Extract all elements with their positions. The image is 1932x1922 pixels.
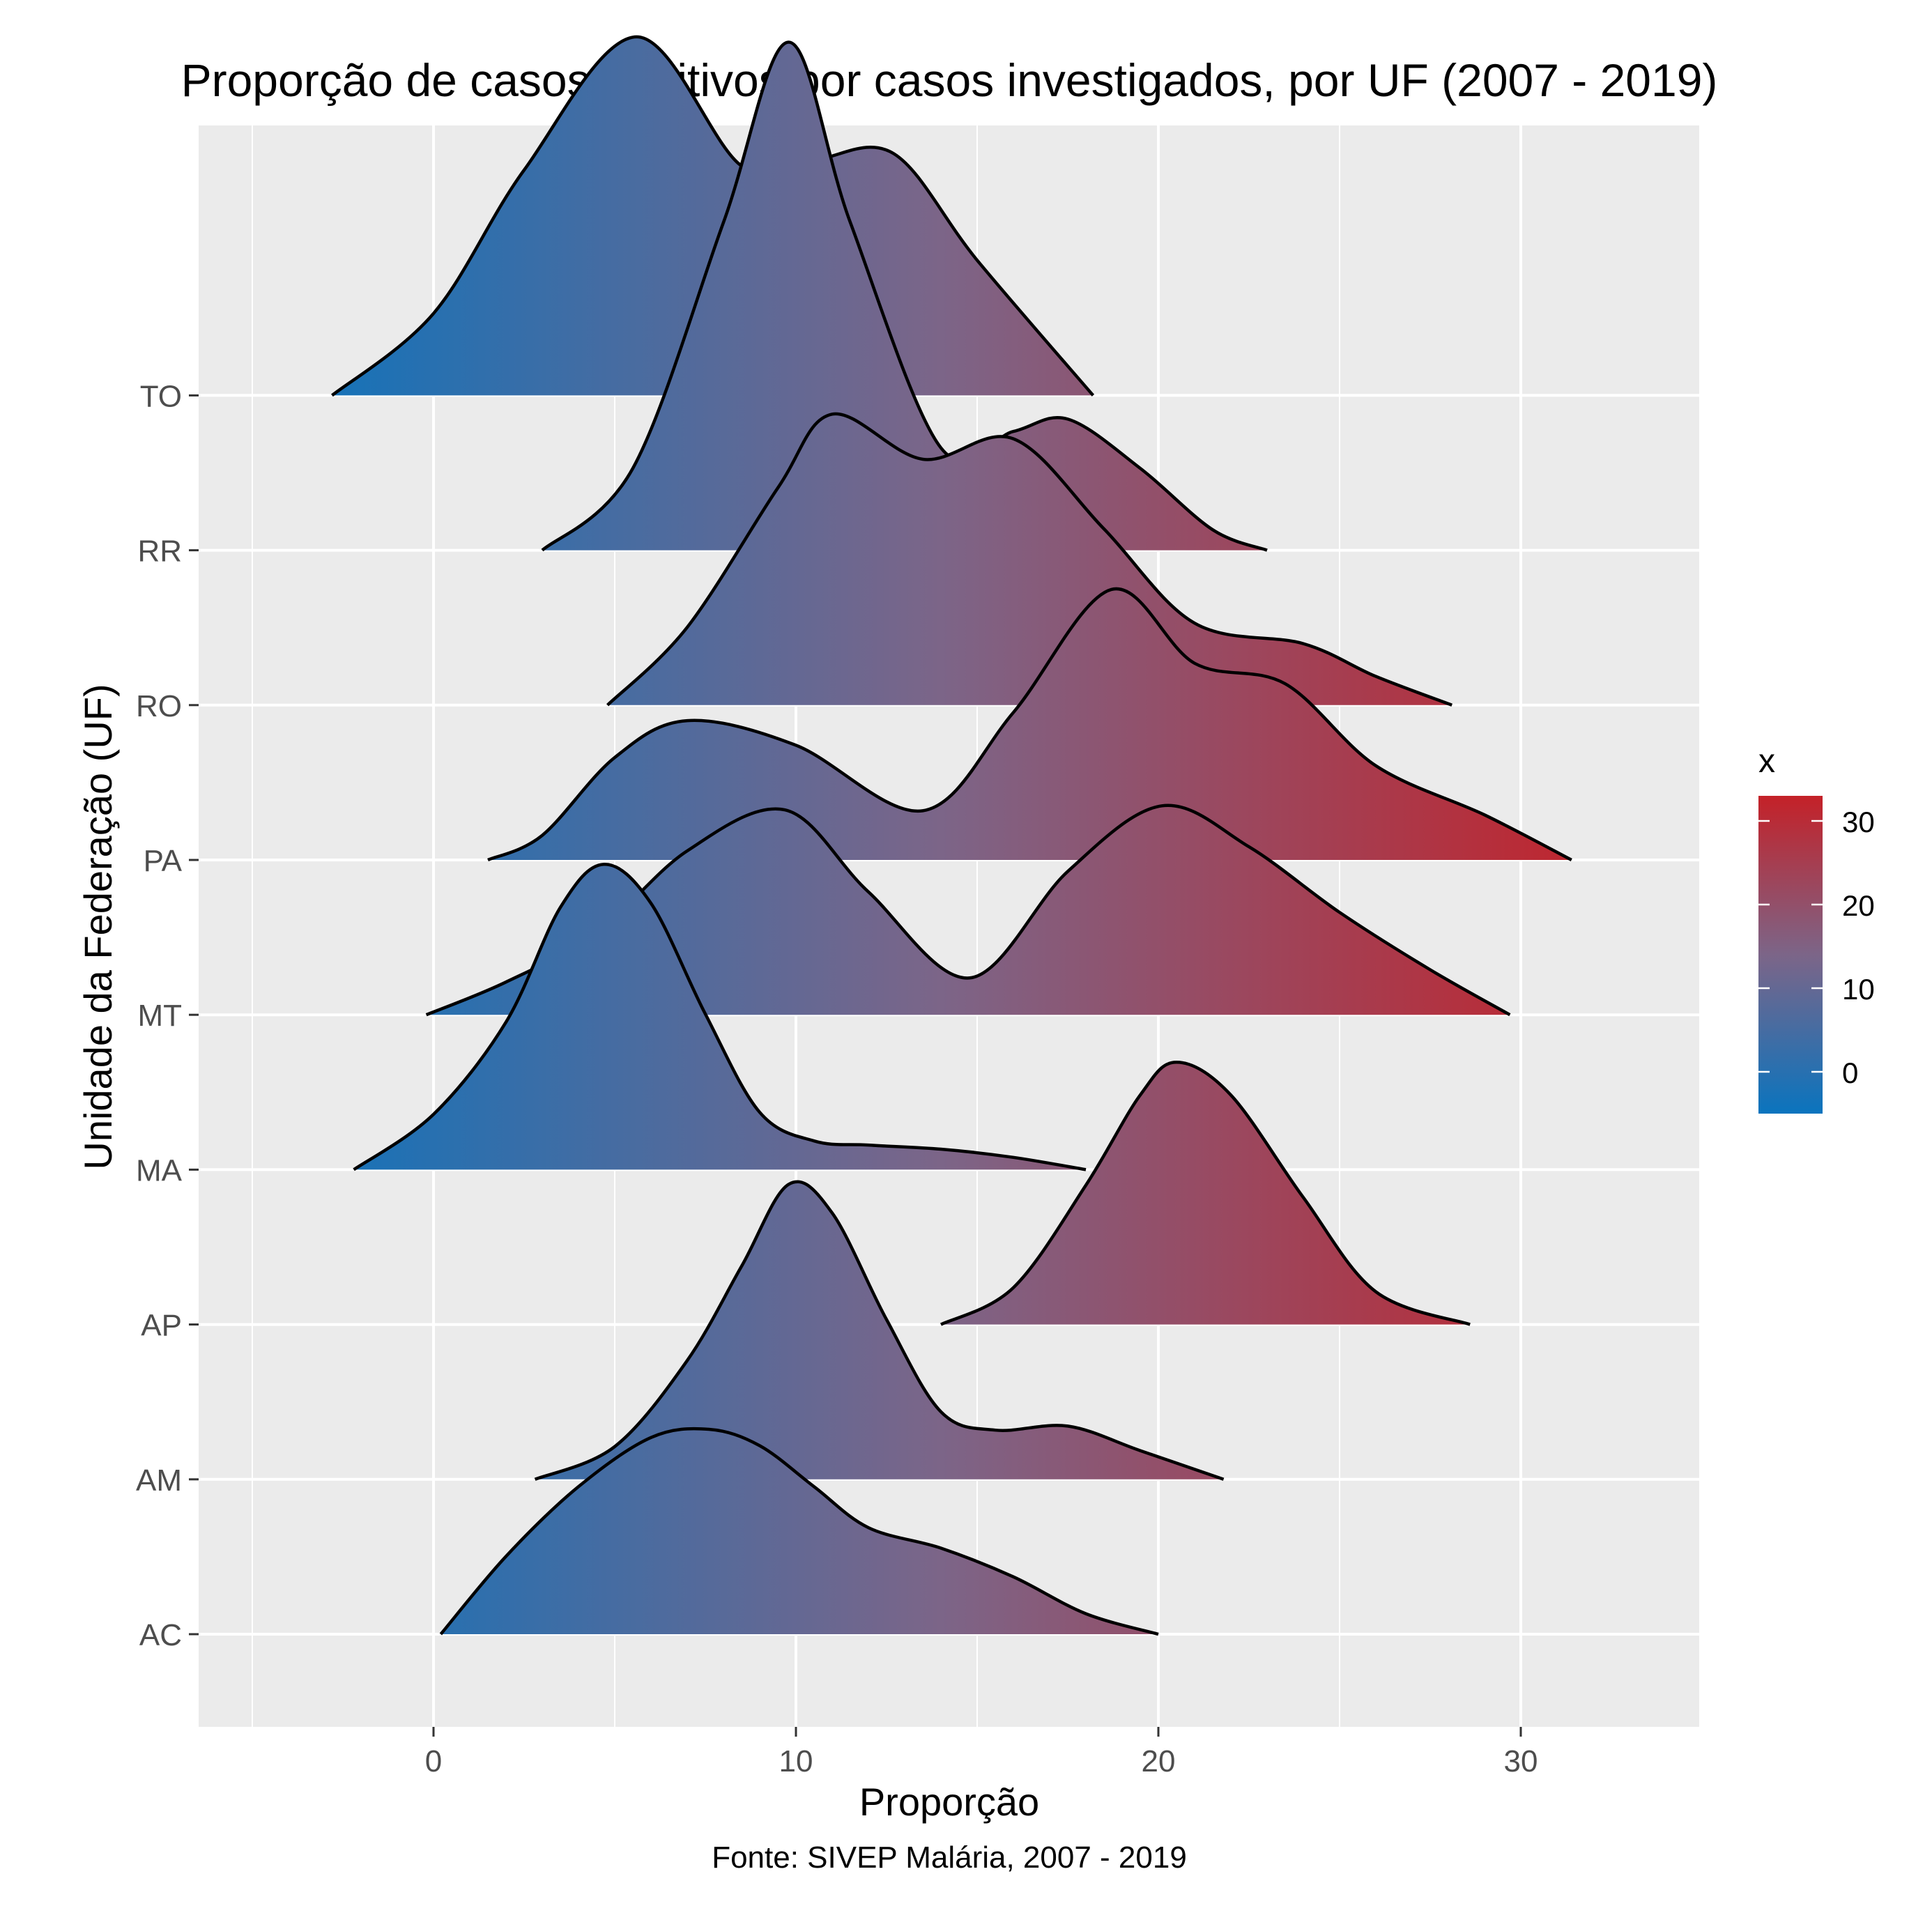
- x-axis: 0 10 20 30: [425, 1727, 1538, 1778]
- ridge-outline-ro: [606, 412, 1452, 707]
- ridge-outline-rr: [541, 40, 1268, 552]
- ridge-pa: [487, 587, 1572, 862]
- chart-title: Proporção de casos positivos por casos i…: [181, 54, 1718, 106]
- ridge-ap: [940, 1061, 1471, 1326]
- ridge-fill-pa: [488, 588, 1572, 860]
- y-tick-label: AM: [136, 1463, 182, 1498]
- ridge-outline-to: [330, 35, 1095, 397]
- ridge-outline-pa: [487, 587, 1572, 862]
- y-tick-label: RR: [137, 535, 182, 569]
- x-axis-title: Proporção: [859, 1780, 1039, 1824]
- y-tick-label: RO: [136, 689, 182, 723]
- ridge-outline-ac: [439, 1427, 1159, 1636]
- y-axis: AC AM AP MA MT PA RO RR TO: [136, 379, 199, 1652]
- legend-tick-label: 30: [1842, 806, 1875, 838]
- ridge-fill-ma: [353, 864, 1087, 1170]
- legend-tick-label: 20: [1842, 889, 1875, 922]
- density-ridges: [330, 35, 1572, 1636]
- ridge-ro: [606, 412, 1452, 707]
- ridge-fill-mt: [426, 805, 1510, 1015]
- ridge-rr: [541, 40, 1268, 552]
- y-tick-label: MT: [137, 999, 182, 1033]
- ridge-fill-am: [535, 1181, 1224, 1479]
- ridge-outline-ap: [940, 1061, 1471, 1326]
- y-tick-label: TO: [140, 379, 182, 413]
- ridge-fill-to: [332, 36, 1094, 396]
- ridge-fill-ro: [607, 413, 1452, 705]
- y-axis-title: Unidade da Federação (UF): [76, 684, 120, 1169]
- legend-tick-label: 10: [1842, 973, 1875, 1006]
- x-tick-label: 10: [779, 1744, 813, 1778]
- ridge-ma: [353, 863, 1087, 1171]
- ridge-fill-ap: [941, 1062, 1471, 1325]
- x-tick-label: 30: [1504, 1744, 1538, 1778]
- plot-panel: [199, 35, 1699, 1727]
- ridge-fill-rr: [542, 42, 1267, 551]
- ridge-outline-am: [534, 1180, 1225, 1481]
- y-tick-label: MA: [136, 1153, 183, 1187]
- color-legend: x 0 10 20 30: [1758, 743, 1875, 1114]
- y-tick-label: PA: [144, 844, 183, 878]
- legend-colorbar: [1758, 796, 1823, 1114]
- caption: Fonte: SIVEP Malária, 2007 - 2019: [712, 1840, 1187, 1875]
- x-tick-label: 0: [425, 1744, 442, 1778]
- ridge-fill-ac: [440, 1429, 1158, 1634]
- ridge-outline-ma: [353, 863, 1087, 1171]
- legend-tick-label: 0: [1842, 1056, 1858, 1089]
- ridge-am: [534, 1180, 1225, 1481]
- ridge-ac: [439, 1427, 1159, 1636]
- legend-title: x: [1758, 743, 1775, 780]
- y-tick-label: AC: [139, 1618, 182, 1652]
- x-tick-label: 20: [1142, 1744, 1176, 1778]
- y-tick-label: AP: [141, 1309, 182, 1343]
- ridge-to: [330, 35, 1095, 397]
- legend-ticks: 0 10 20 30: [1758, 806, 1875, 1089]
